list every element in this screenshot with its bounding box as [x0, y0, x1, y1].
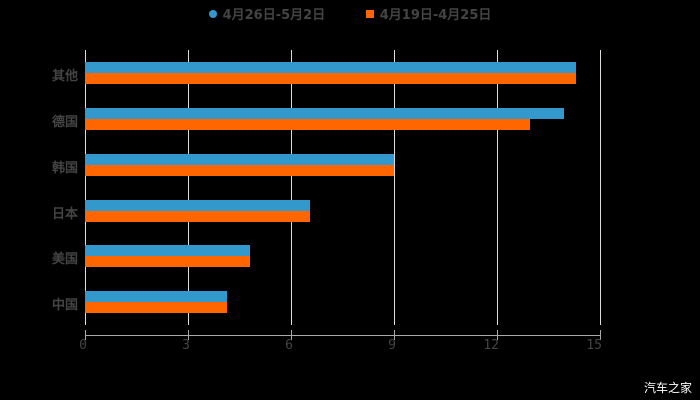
legend-dot-icon: [208, 10, 217, 18]
category-label: 德国: [51, 114, 78, 130]
x-axis: [85, 335, 600, 336]
bar[interactable]: [85, 107, 564, 119]
bar[interactable]: [85, 164, 394, 176]
category-label: 美国: [51, 252, 78, 268]
gridline: [85, 50, 86, 325]
x-tick-label: 3: [182, 338, 190, 353]
legend-item-week1[interactable]: 4月19日-4月25日: [365, 4, 491, 23]
x-tick: [188, 330, 189, 340]
gridline: [291, 50, 292, 325]
gridline: [394, 50, 395, 325]
bar[interactable]: [85, 73, 576, 84]
x-tick: [394, 330, 395, 340]
x-tick-label: 0: [79, 338, 87, 353]
x-tick-label: 9: [388, 338, 396, 353]
bar[interactable]: [85, 199, 310, 211]
legend-square-icon: [365, 10, 374, 18]
gridline: [600, 50, 601, 325]
category-label: 韩国: [51, 160, 78, 176]
category-label: 其他: [51, 69, 78, 84]
bar[interactable]: [85, 245, 250, 257]
watermark: 汽车之家: [643, 381, 692, 395]
x-tick: [497, 330, 498, 340]
category-label: 中国: [51, 298, 78, 314]
x-tick: [291, 330, 292, 340]
legend: 4月26日-5月2日 4月19日-4月25日: [0, 4, 700, 23]
x-tick: [85, 330, 86, 340]
gridline: [188, 50, 189, 325]
category-label: 日本: [51, 206, 78, 222]
bar[interactable]: [85, 210, 310, 222]
x-tick-label: 15: [586, 338, 602, 353]
bar[interactable]: [85, 153, 394, 165]
bar[interactable]: [85, 256, 250, 268]
bar[interactable]: [85, 302, 228, 314]
plot-area: [85, 50, 601, 325]
x-tick-label: 6: [285, 338, 293, 353]
bar[interactable]: [85, 291, 228, 303]
legend-item-week2[interactable]: 4月26日-5月2日: [208, 4, 325, 23]
x-tick: [600, 330, 601, 340]
bar[interactable]: [85, 62, 576, 73]
bar[interactable]: [85, 118, 530, 130]
gridline: [497, 50, 498, 325]
x-tick-label: 12: [483, 338, 499, 353]
